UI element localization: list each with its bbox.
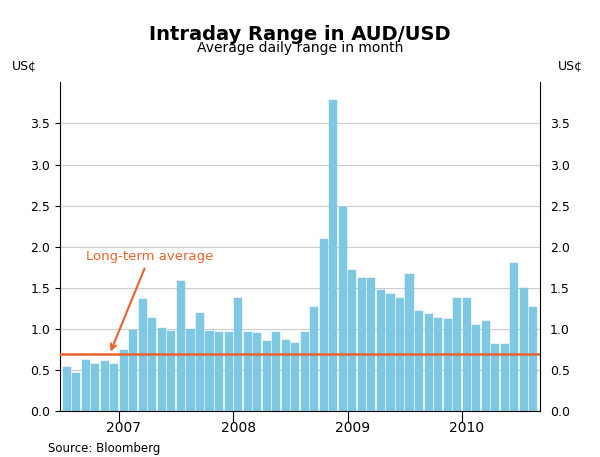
Bar [386,294,395,411]
Bar [482,321,490,411]
Bar [253,333,261,411]
Bar [281,340,290,411]
Bar [329,101,337,411]
Bar [472,325,480,411]
Text: Long-term average: Long-term average [86,250,213,350]
Bar [272,331,280,411]
Bar [453,298,461,411]
Bar [291,343,299,411]
Bar [72,372,80,411]
Bar [349,270,356,411]
Bar [187,329,194,411]
Bar [139,299,147,411]
Bar [510,263,518,411]
Bar [501,344,509,411]
Bar [443,319,452,411]
Bar [224,332,233,411]
Bar [263,340,271,411]
Bar [158,328,166,411]
Bar [129,330,137,411]
Bar [110,364,118,411]
Bar [196,313,204,411]
Bar [491,344,499,411]
Bar [167,331,175,411]
Bar [320,239,328,411]
Text: US¢: US¢ [12,59,37,72]
Bar [415,311,423,411]
Bar [406,274,413,411]
Bar [358,278,366,411]
Bar [434,318,442,411]
Bar [520,288,528,411]
Bar [91,364,99,411]
Bar [234,298,242,411]
Bar [205,331,214,411]
Text: Source: Bloomberg: Source: Bloomberg [48,442,160,455]
Bar [377,290,385,411]
Title: Average daily range in month: Average daily range in month [197,41,403,55]
Bar [82,360,90,411]
Text: Intraday Range in AUD/USD: Intraday Range in AUD/USD [149,25,451,44]
Bar [62,367,71,411]
Bar [310,307,319,411]
Bar [120,351,128,411]
Bar [177,282,185,411]
Bar [101,361,109,411]
Bar [396,298,404,411]
Bar [463,298,471,411]
Text: US¢: US¢ [558,59,583,72]
Bar [425,314,433,411]
Bar [215,331,223,411]
Bar [148,319,157,411]
Bar [301,332,309,411]
Bar [339,207,347,411]
Bar [529,307,538,411]
Bar [244,331,251,411]
Bar [367,278,376,411]
